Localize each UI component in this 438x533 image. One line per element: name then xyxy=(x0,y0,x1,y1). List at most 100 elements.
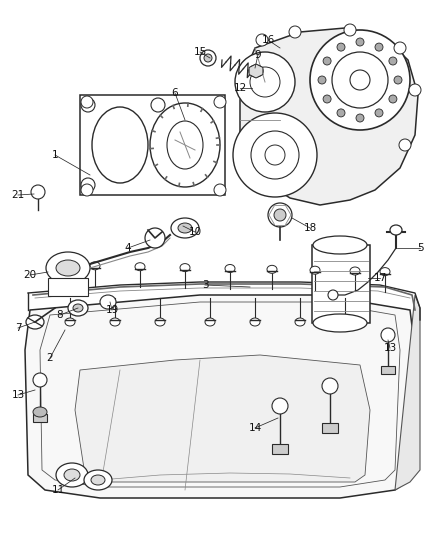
Ellipse shape xyxy=(340,318,350,326)
Text: 11: 11 xyxy=(51,485,65,495)
Ellipse shape xyxy=(375,43,383,51)
Ellipse shape xyxy=(81,98,95,112)
Ellipse shape xyxy=(81,96,93,108)
Text: 14: 14 xyxy=(248,423,261,433)
Ellipse shape xyxy=(337,43,345,51)
Ellipse shape xyxy=(289,26,301,38)
Ellipse shape xyxy=(356,38,364,46)
Ellipse shape xyxy=(214,184,226,196)
Ellipse shape xyxy=(150,103,220,187)
Bar xyxy=(381,366,395,374)
Ellipse shape xyxy=(204,54,212,62)
Ellipse shape xyxy=(409,84,421,96)
Ellipse shape xyxy=(256,34,268,46)
Ellipse shape xyxy=(318,76,326,84)
Ellipse shape xyxy=(56,260,80,276)
Ellipse shape xyxy=(250,318,260,326)
Ellipse shape xyxy=(389,95,397,103)
Ellipse shape xyxy=(214,96,226,108)
Bar xyxy=(48,278,88,296)
Ellipse shape xyxy=(310,266,320,274)
Text: 1: 1 xyxy=(52,150,58,160)
Ellipse shape xyxy=(56,463,88,487)
Ellipse shape xyxy=(90,262,100,270)
Ellipse shape xyxy=(205,318,215,326)
Text: 8: 8 xyxy=(57,310,64,320)
Ellipse shape xyxy=(26,315,44,329)
Polygon shape xyxy=(25,295,415,498)
Ellipse shape xyxy=(328,290,338,300)
Bar xyxy=(80,95,225,195)
Text: 9: 9 xyxy=(254,50,261,60)
Ellipse shape xyxy=(394,42,406,54)
Text: 16: 16 xyxy=(261,35,275,45)
Ellipse shape xyxy=(84,470,112,490)
Ellipse shape xyxy=(375,109,383,117)
Ellipse shape xyxy=(233,113,317,197)
Ellipse shape xyxy=(265,145,285,165)
Ellipse shape xyxy=(323,95,331,103)
Text: 2: 2 xyxy=(47,353,53,363)
Ellipse shape xyxy=(200,50,216,66)
Ellipse shape xyxy=(100,295,116,309)
Ellipse shape xyxy=(274,209,286,221)
Ellipse shape xyxy=(33,373,47,387)
Ellipse shape xyxy=(337,109,345,117)
Text: 10: 10 xyxy=(188,227,201,237)
Text: 20: 20 xyxy=(24,270,36,280)
Ellipse shape xyxy=(73,304,83,312)
Ellipse shape xyxy=(399,139,411,151)
Text: 7: 7 xyxy=(15,323,21,333)
Ellipse shape xyxy=(68,300,88,316)
Ellipse shape xyxy=(350,267,360,275)
Ellipse shape xyxy=(92,107,148,183)
Ellipse shape xyxy=(81,178,95,192)
Ellipse shape xyxy=(381,328,395,342)
Ellipse shape xyxy=(251,131,299,179)
Ellipse shape xyxy=(235,52,295,112)
Ellipse shape xyxy=(310,30,410,130)
Ellipse shape xyxy=(332,52,388,108)
Ellipse shape xyxy=(81,184,93,196)
Ellipse shape xyxy=(145,228,165,248)
Polygon shape xyxy=(249,64,263,78)
Ellipse shape xyxy=(50,261,60,269)
Text: 21: 21 xyxy=(11,190,25,200)
Ellipse shape xyxy=(267,265,277,273)
Polygon shape xyxy=(395,295,420,490)
Ellipse shape xyxy=(380,268,390,276)
Text: 4: 4 xyxy=(125,243,131,253)
Ellipse shape xyxy=(390,225,402,235)
Ellipse shape xyxy=(167,121,203,169)
Ellipse shape xyxy=(155,318,165,326)
Ellipse shape xyxy=(313,236,367,254)
Text: 15: 15 xyxy=(193,47,207,57)
Bar xyxy=(272,444,288,454)
Ellipse shape xyxy=(272,398,288,414)
Ellipse shape xyxy=(268,203,292,227)
Ellipse shape xyxy=(33,407,47,417)
Ellipse shape xyxy=(322,378,338,394)
Text: 3: 3 xyxy=(201,280,208,290)
Ellipse shape xyxy=(225,264,235,272)
Ellipse shape xyxy=(295,318,305,326)
Text: 19: 19 xyxy=(106,305,119,315)
Text: 5: 5 xyxy=(417,243,423,253)
Ellipse shape xyxy=(91,475,105,485)
Ellipse shape xyxy=(394,76,402,84)
Ellipse shape xyxy=(178,223,192,233)
Text: 12: 12 xyxy=(233,83,247,93)
Ellipse shape xyxy=(389,57,397,65)
Ellipse shape xyxy=(350,70,370,90)
Ellipse shape xyxy=(323,57,331,65)
Bar xyxy=(33,414,47,422)
Bar xyxy=(322,423,338,433)
Ellipse shape xyxy=(65,318,75,326)
Ellipse shape xyxy=(250,67,280,97)
Ellipse shape xyxy=(249,65,263,77)
Ellipse shape xyxy=(344,24,356,36)
Text: 17: 17 xyxy=(373,273,387,283)
Ellipse shape xyxy=(31,185,45,199)
Polygon shape xyxy=(40,302,400,487)
Ellipse shape xyxy=(313,314,367,332)
